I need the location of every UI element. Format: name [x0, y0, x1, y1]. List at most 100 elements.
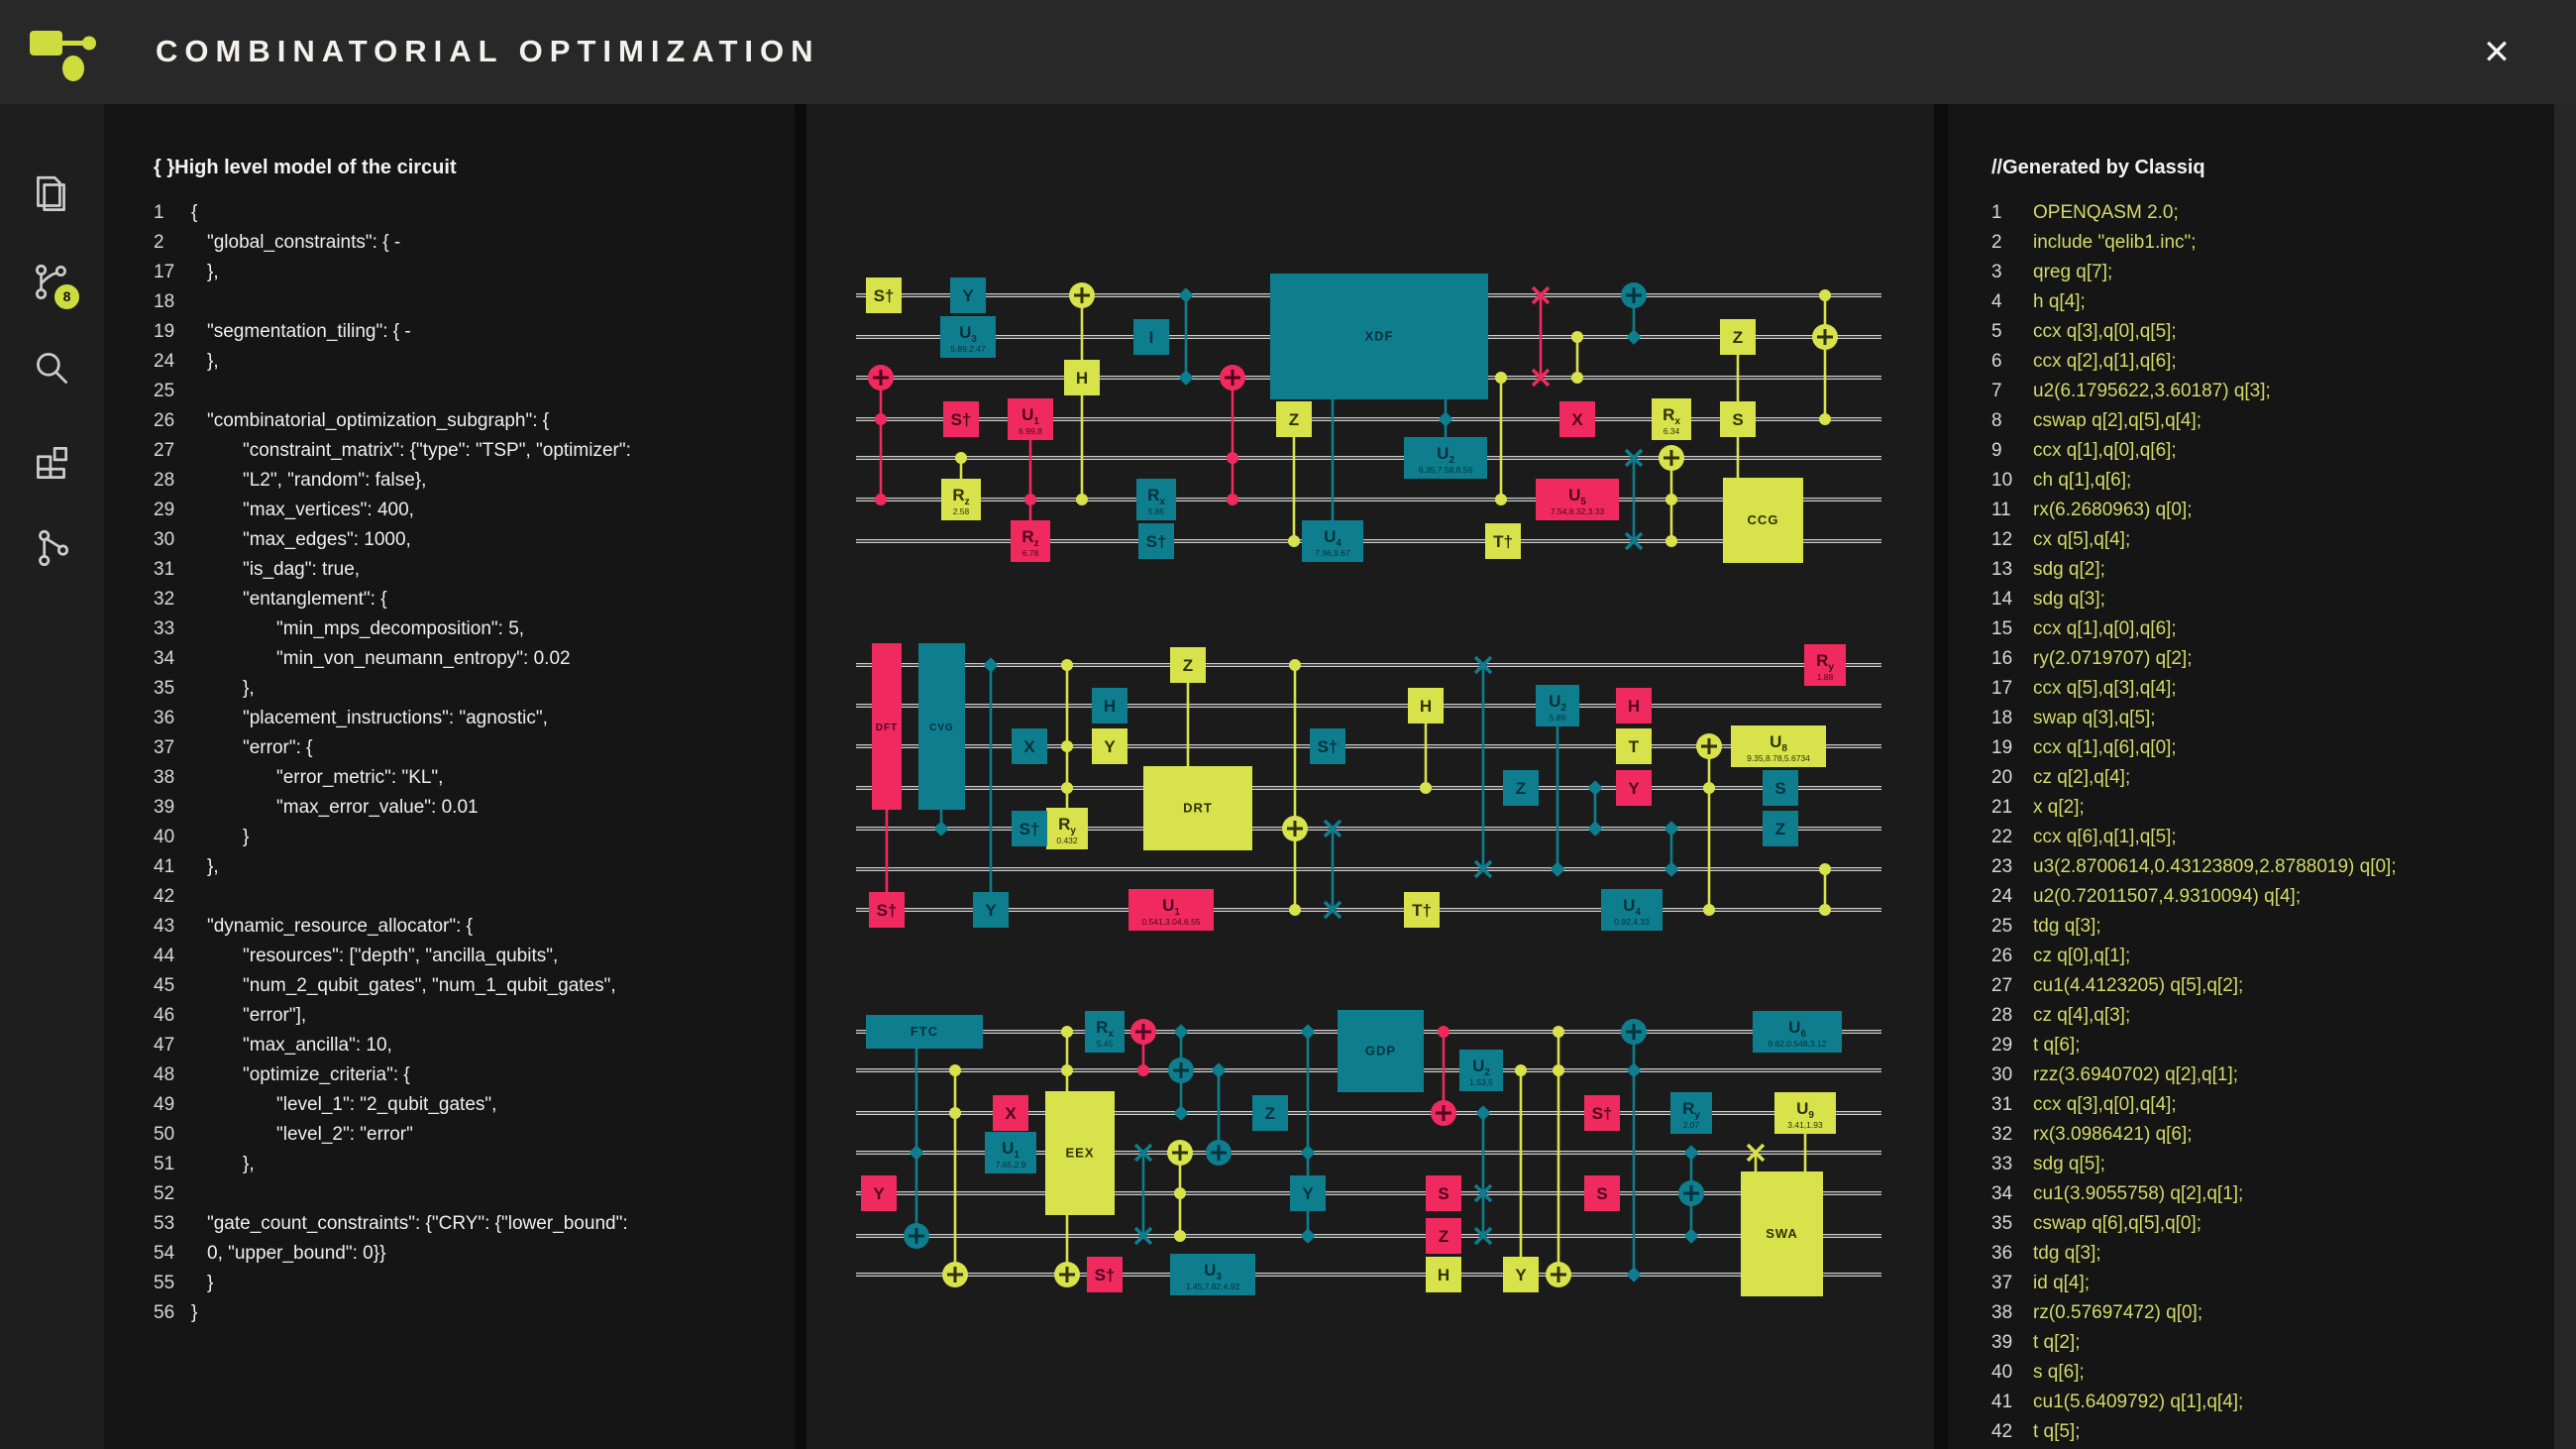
gate-Y[interactable]	[1290, 1175, 1326, 1211]
swap-cross[interactable]	[1531, 368, 1551, 388]
gate-Y[interactable]	[950, 278, 986, 313]
gate-X[interactable]	[993, 1095, 1028, 1131]
scrollbar[interactable]	[2554, 104, 2576, 1449]
gate-S†[interactable]	[866, 278, 902, 313]
gate-U1[interactable]	[1008, 398, 1053, 440]
swap-cross[interactable]	[1473, 1183, 1493, 1203]
swap-cross[interactable]	[1473, 655, 1493, 675]
gate-U1[interactable]	[1128, 889, 1214, 931]
gate-FTC[interactable]	[866, 1015, 983, 1049]
gate-S[interactable]	[1584, 1175, 1620, 1211]
gate-Rz[interactable]	[941, 479, 981, 520]
gate-U9[interactable]	[1774, 1092, 1836, 1134]
gate-H[interactable]	[1616, 688, 1652, 724]
gate-U2[interactable]	[1459, 1050, 1503, 1091]
code-line: 54 0, "upper_bound": 0}}	[154, 1243, 386, 1264]
swap-cross[interactable]	[1624, 448, 1644, 468]
gate-Y[interactable]	[1092, 728, 1127, 764]
control-dot	[1683, 1228, 1699, 1244]
swap-cross[interactable]	[1624, 531, 1644, 551]
gate-U2[interactable]	[1536, 685, 1579, 726]
control-dot	[1819, 904, 1831, 916]
gate-U6[interactable]	[1753, 1011, 1842, 1053]
swap-cross[interactable]	[1133, 1143, 1153, 1163]
gate-Z[interactable]	[1426, 1218, 1461, 1254]
sidebar-item-blocks[interactable]	[29, 440, 74, 486]
gate-GDP[interactable]	[1338, 1010, 1424, 1092]
swap-cross[interactable]	[1746, 1143, 1766, 1163]
swap-cross[interactable]	[1473, 859, 1493, 879]
gate-U5[interactable]	[1536, 479, 1619, 520]
gate-Z[interactable]	[1252, 1095, 1288, 1131]
gate-X[interactable]	[1559, 401, 1595, 437]
swap-cross[interactable]	[1323, 900, 1342, 920]
gate-S[interactable]	[1763, 770, 1798, 806]
gate-Rx[interactable]	[1136, 479, 1176, 520]
gate-T[interactable]	[1616, 728, 1652, 764]
gate-Y[interactable]	[861, 1175, 897, 1211]
gate-X[interactable]	[1012, 728, 1047, 764]
gate-Z[interactable]	[1276, 401, 1312, 437]
swap-cross[interactable]	[1133, 1226, 1153, 1246]
gate-SWA[interactable]	[1741, 1171, 1823, 1296]
gate-Z[interactable]	[1503, 770, 1539, 806]
gate-S†[interactable]	[1138, 523, 1174, 559]
gate-S†[interactable]	[943, 401, 979, 437]
code-line: 32 "entanglement": {	[154, 589, 387, 610]
gate-H[interactable]	[1064, 360, 1100, 395]
gate-U4[interactable]	[1302, 520, 1363, 562]
gate-Ry[interactable]	[1670, 1092, 1712, 1134]
gate-Ry[interactable]	[1804, 644, 1846, 686]
code-line: 35},	[154, 678, 255, 699]
gate-T†[interactable]	[1404, 892, 1440, 928]
swap-cross[interactable]	[1473, 1226, 1493, 1246]
gate-XDF[interactable]	[1270, 274, 1488, 399]
gate-S†[interactable]	[869, 892, 905, 928]
sidebar-item-branch[interactable]	[29, 525, 74, 571]
gate-Y[interactable]	[973, 892, 1009, 928]
gate-U3[interactable]	[1170, 1254, 1255, 1295]
gate-S†[interactable]	[1584, 1095, 1620, 1131]
sidebar-item-documents[interactable]	[29, 172, 74, 218]
gate-Rx[interactable]	[1085, 1011, 1125, 1053]
gate-I[interactable]	[1133, 319, 1169, 355]
gate-Rx[interactable]	[1652, 398, 1691, 440]
sidebar-item-search[interactable]	[29, 346, 74, 391]
gate-U2[interactable]	[1404, 437, 1487, 479]
control-dot	[1061, 1064, 1073, 1076]
code-line: 12 cx q[5],q[4];	[1991, 529, 2131, 550]
gate-H[interactable]	[1426, 1257, 1461, 1292]
gate-EEX[interactable]	[1045, 1091, 1115, 1215]
gate-H[interactable]	[1408, 688, 1444, 724]
sidebar-item-model-graph[interactable]: 8	[29, 260, 82, 312]
gate-S†[interactable]	[1012, 811, 1047, 846]
gate-Y[interactable]	[1616, 770, 1652, 806]
gate-S†[interactable]	[1087, 1257, 1123, 1292]
qasm-panel: //Generated by Classiq 1 OPENQASM 2.0; 2 in…	[1948, 104, 2554, 1449]
gate-S[interactable]	[1720, 401, 1756, 437]
gate-DRT[interactable]	[1143, 766, 1252, 850]
gate-Z[interactable]	[1763, 811, 1798, 846]
gate-Z[interactable]	[1720, 319, 1756, 355]
code-line: 16 ry(2.0719707) q[2];	[1991, 648, 2193, 669]
gate-T†[interactable]	[1485, 523, 1521, 559]
gate-Y[interactable]	[1503, 1257, 1539, 1292]
gate-U4[interactable]	[1601, 889, 1663, 931]
gate-DFT[interactable]	[872, 643, 902, 810]
gate-Rz[interactable]	[1011, 520, 1050, 562]
swap-cross[interactable]	[1531, 285, 1551, 305]
gate-U8[interactable]	[1731, 725, 1826, 767]
code-line: 34 cu1(3.9055758) q[2],q[1];	[1991, 1183, 2244, 1204]
gate-S†[interactable]	[1310, 728, 1345, 764]
gate-S[interactable]	[1426, 1175, 1461, 1211]
close-icon[interactable]: ✕	[2482, 34, 2512, 71]
svg-text:GDP: GDP	[1365, 1044, 1396, 1059]
gate-CVG[interactable]	[918, 643, 965, 810]
gate-H[interactable]	[1092, 688, 1127, 724]
gate-CCG[interactable]	[1723, 478, 1803, 563]
gate-U1[interactable]	[985, 1132, 1036, 1173]
gate-Ry[interactable]	[1046, 808, 1088, 849]
gate-U3[interactable]	[940, 316, 996, 358]
gate-Z[interactable]	[1170, 647, 1206, 683]
swap-cross[interactable]	[1323, 819, 1342, 838]
